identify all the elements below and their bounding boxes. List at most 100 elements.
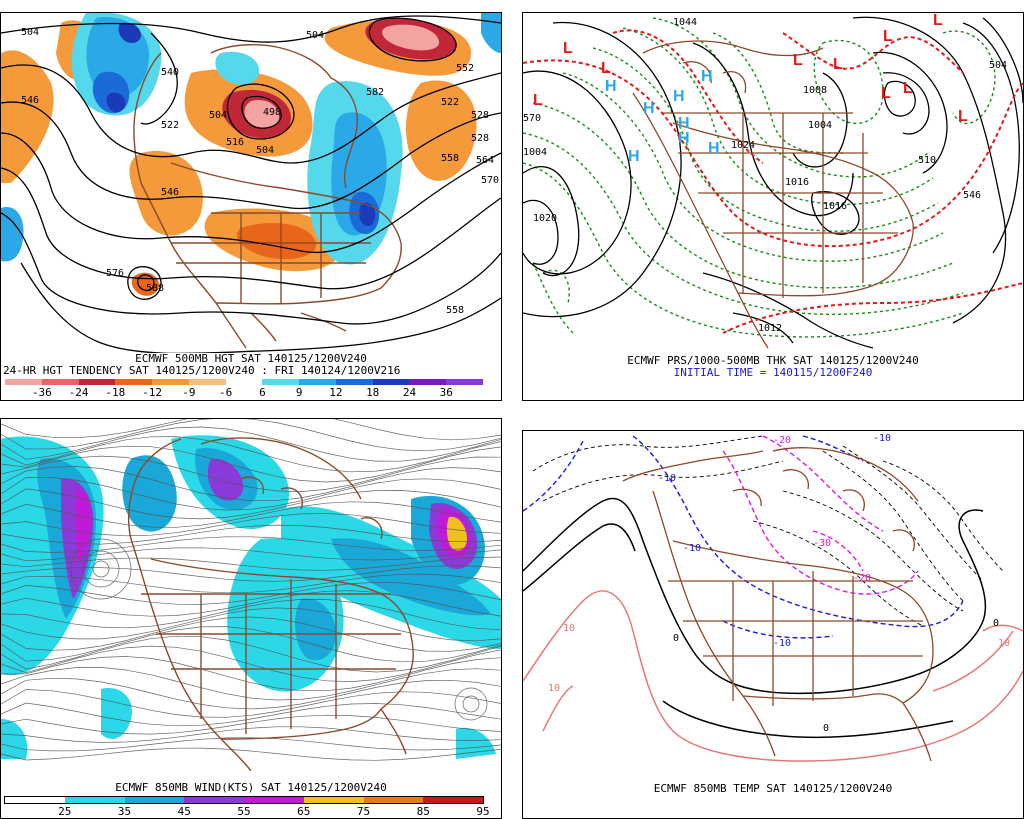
contour-label: 558 [446,305,464,316]
streamline [1,513,501,537]
wind-speed-shading [1,435,501,759]
panel-caption: ECMWF 850MB TEMP SAT 140125/1200V240 [653,782,893,795]
scale-swatch [372,379,410,385]
circulation-loop [462,695,480,713]
streamline [1,419,501,441]
streamline [1,536,501,553]
contour-label: 1012 [758,323,782,334]
isobars [523,16,1023,349]
low-center-label: L [833,56,843,73]
high-center-label: H [605,78,617,95]
panel-500mb-height: 504 504 540 546 552 504 516 522 528 546 … [0,12,502,401]
contour-label: 552 [456,63,474,74]
scale-label: 95 [476,805,490,818]
streamline [1,436,501,473]
streamline [1,737,501,752]
scale-swatch [363,797,424,803]
scale-swatch [225,379,263,385]
scale-label: 36 [439,386,453,399]
contour-label: 1020 [533,213,557,224]
scale-label: 18 [366,386,380,399]
streamline [1,607,501,642]
isotherms-zero [523,497,987,739]
contour-label: 1016 [785,177,809,188]
scale-label: 35 [117,805,132,818]
low-center-label: L [601,60,611,77]
streamline [1,645,501,682]
scale-label: 45 [177,805,191,818]
contour-label: -10 [658,473,676,484]
contour-label: 498 [263,107,281,118]
contour-label: 1024 [731,140,755,151]
scale-swatch [152,379,189,385]
contour-label: -20 [853,573,871,584]
isotherms-minus20 [722,435,919,595]
low-center-label: L [793,52,803,69]
streamline [1,501,501,528]
high-center-label: H [673,88,685,105]
streamline [1,714,501,735]
scale-label: -12 [142,386,162,399]
scale-label: 55 [237,805,251,818]
contour-labels: 504 504 540 546 552 504 516 522 528 546 … [21,27,499,316]
contour-label: -10 [683,543,701,554]
panel-850mb-temp: -10 -10 -20 -10 -20 -30 -10 0 10 10 0 10… [522,430,1024,819]
scale-swatch [409,379,447,385]
scale-label: 6 [259,386,266,399]
scale-label: 9 [295,386,303,399]
negative-tendency-shading [1,13,501,265]
scale-swatch [299,379,336,385]
contour-label: 504 [306,30,324,41]
panel-850mb-wind: ECMWF 850MB WIND(KTS) SAT 140125/1200V24… [0,418,502,819]
contour-label: 510 [918,155,936,166]
coastlines [133,44,402,349]
streamlines [1,419,501,761]
low-center-label: L [958,108,968,125]
contour-label: 0 [673,633,679,644]
contour-label: 504 [21,27,39,38]
streamline [1,581,501,605]
contour-label: 0 [993,618,999,629]
scale-swatch [115,379,153,385]
contour-label: -10 [873,433,891,444]
low-centers: L L L L L L L L L L [533,13,968,125]
panel-mslp-thickness: H H H H H H H H L L L L L L L L L L 1044… [522,12,1024,401]
contour-label: 522 [161,120,179,131]
streamline [1,455,501,492]
scale-swatch [303,797,364,803]
scale-label: 12 [329,386,343,399]
high-center-label: H [643,100,655,117]
contour-label: 582 [366,87,384,98]
scale-swatch [124,797,185,803]
scale-swatch [423,797,483,803]
contour-label: 516 [226,137,244,148]
scale-label: 25 [58,805,72,818]
scale-swatch [5,379,42,385]
contour-label: 504 [256,145,274,156]
contour-label: 576 [106,268,124,279]
high-center-label: H [678,115,690,132]
high-center-label: H [701,68,713,85]
scale-swatch [184,797,244,803]
cold-isotherms [532,435,1004,627]
contour-label: 1044 [673,17,697,28]
contour-label: -10 [773,638,791,649]
scale-label: 24 [402,386,417,399]
mslp-thickness-map: H H H H H H H H L L L L L L L L L L 1044… [523,13,1023,349]
streamline [1,667,501,701]
circulation-loop [70,538,132,600]
scale-label: -36 [31,386,52,399]
streamline [1,726,501,743]
contour-label: 588 [146,283,164,294]
contour-label: 528 [471,110,489,121]
contour-label: -30 [813,538,831,549]
streamline [1,635,501,673]
streamline [1,477,501,511]
contour-label: 540 [161,67,179,78]
scale-swatch [244,797,304,803]
contour-label: 570 [481,175,499,186]
panel-caption: ECMWF 500MB HGT SAT 140125/1200V240 [135,352,367,365]
tendency-color-scale [5,379,483,385]
circulation-loop [82,550,120,588]
streamline [1,626,501,663]
